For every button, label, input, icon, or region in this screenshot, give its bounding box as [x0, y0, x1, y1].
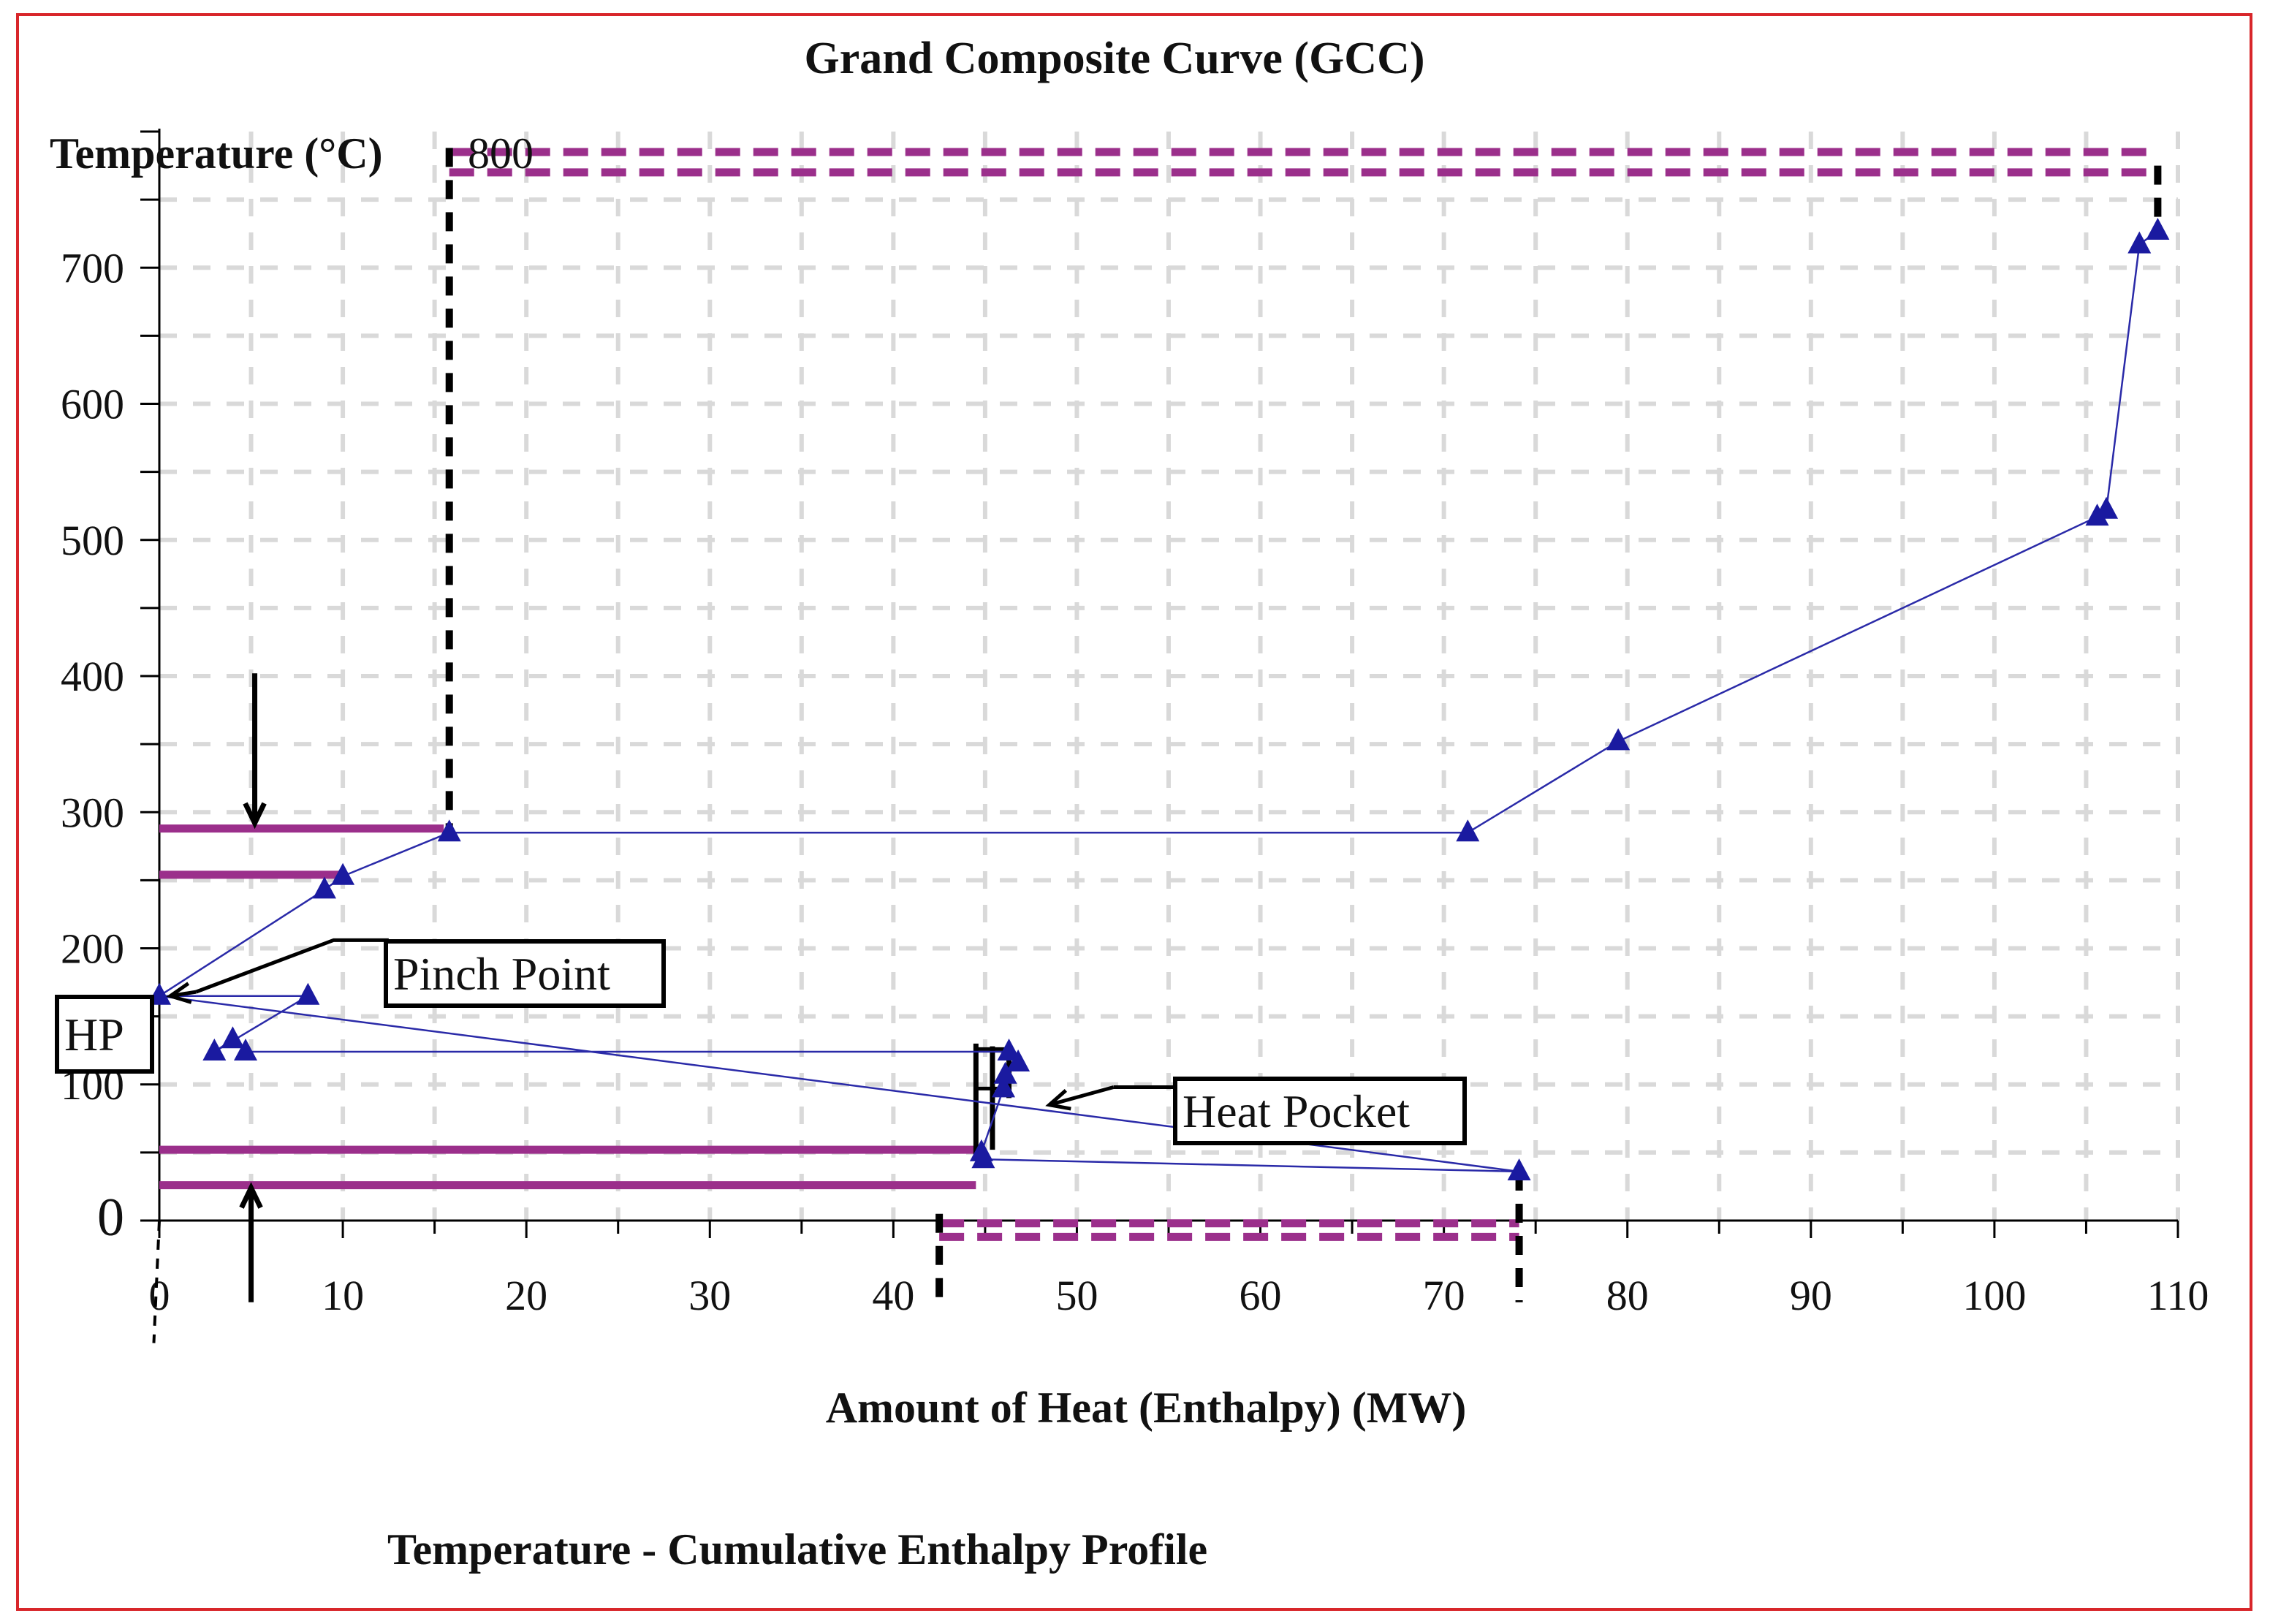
data-point-marker: [993, 1061, 1017, 1084]
data-point-marker: [296, 982, 320, 1005]
y-tick-label: 600: [61, 381, 124, 428]
hp-label-text: HP: [64, 1009, 124, 1060]
heat-pocket-label-text: Heat Pocket: [1183, 1085, 1410, 1137]
utility-lines: [152, 148, 2162, 1343]
y-tick-label: 500: [61, 517, 124, 564]
data-point-marker: [2095, 496, 2119, 519]
x-axis-label: Amount of Heat (Enthalpy) (MW): [826, 1384, 1467, 1432]
series: [148, 217, 2170, 1180]
pinch-point-arrow: [170, 990, 197, 998]
y-tick-label: 200: [61, 925, 124, 973]
x-tick-label: 30: [688, 1272, 731, 1319]
data-point-marker: [202, 1039, 227, 1061]
y-tick-label: 300: [61, 789, 124, 836]
y-tick-label: 700: [61, 244, 124, 292]
data-point-marker: [2127, 231, 2152, 254]
heat-pocket-label-box: [1173, 1077, 1467, 1145]
pinch-point-label-text: Pinch Point: [393, 948, 610, 1000]
data-point-marker: [221, 1026, 245, 1049]
hp-label-box: [55, 995, 154, 1074]
y-tick-label: 400: [61, 653, 124, 700]
x-tick-label: 60: [1240, 1272, 1282, 1319]
pinch-point-arrow-head: [166, 982, 192, 1004]
chart-title: Grand Composite Curve (GCC): [805, 34, 1425, 83]
x-tick-label: 110: [2147, 1272, 2209, 1319]
down-arrow-head: [243, 802, 267, 830]
data-point-marker: [1606, 728, 1631, 751]
x-tick-label: 100: [1962, 1272, 2026, 1319]
chart-frame: [16, 13, 2252, 1611]
gcc-curve-line: [156, 229, 2159, 1173]
axes: 0 10 20 30 40 50 60 70 80 90 100 110010020030040050…: [61, 129, 2209, 1319]
data-point-marker: [1456, 819, 1480, 842]
annotations: Pinch Point HP Heat Pocket: [55, 673, 1467, 1302]
x-tick-label: 20: [505, 1272, 547, 1319]
up-arrow-head: [239, 1182, 263, 1209]
y-axis-label: Temperature (°C): [50, 129, 383, 178]
data-point-marker: [971, 1146, 995, 1169]
data-point-marker: [312, 876, 336, 899]
data-point-marker: [997, 1039, 1021, 1061]
x-tick-label: 40: [872, 1272, 914, 1319]
heat-pocket-arrow-head: [1045, 1089, 1071, 1111]
data-point-marker: [437, 819, 461, 842]
pinch-point-leader: [195, 938, 389, 994]
x-tick-label: 10: [322, 1272, 364, 1319]
origin-drop-line: [152, 1220, 161, 1343]
data-point-marker: [2146, 217, 2170, 240]
grid: [159, 132, 2180, 1221]
chart-subtitle: Temperature - Cumulative Enthalpy Profil…: [387, 1525, 1207, 1574]
data-point-marker: [992, 1075, 1016, 1098]
pinch-point-label-box: [384, 939, 666, 1008]
x-tick-label: 80: [1606, 1272, 1649, 1319]
x-tick-label: 50: [1055, 1272, 1098, 1319]
heat-pocket-arrow: [1049, 1085, 1115, 1107]
x-tick-label: 70: [1423, 1272, 1465, 1319]
y-tick-label: 0: [97, 1188, 124, 1248]
data-point-marker: [1507, 1158, 1531, 1180]
data-point-marker: [1006, 1049, 1030, 1071]
x-tick-label: 90: [1790, 1272, 1832, 1319]
data-point-marker: [331, 862, 355, 885]
y-axis-max-label: 800: [468, 129, 534, 178]
x-tick-label: 0: [149, 1272, 170, 1319]
data-point-marker: [234, 1039, 258, 1061]
